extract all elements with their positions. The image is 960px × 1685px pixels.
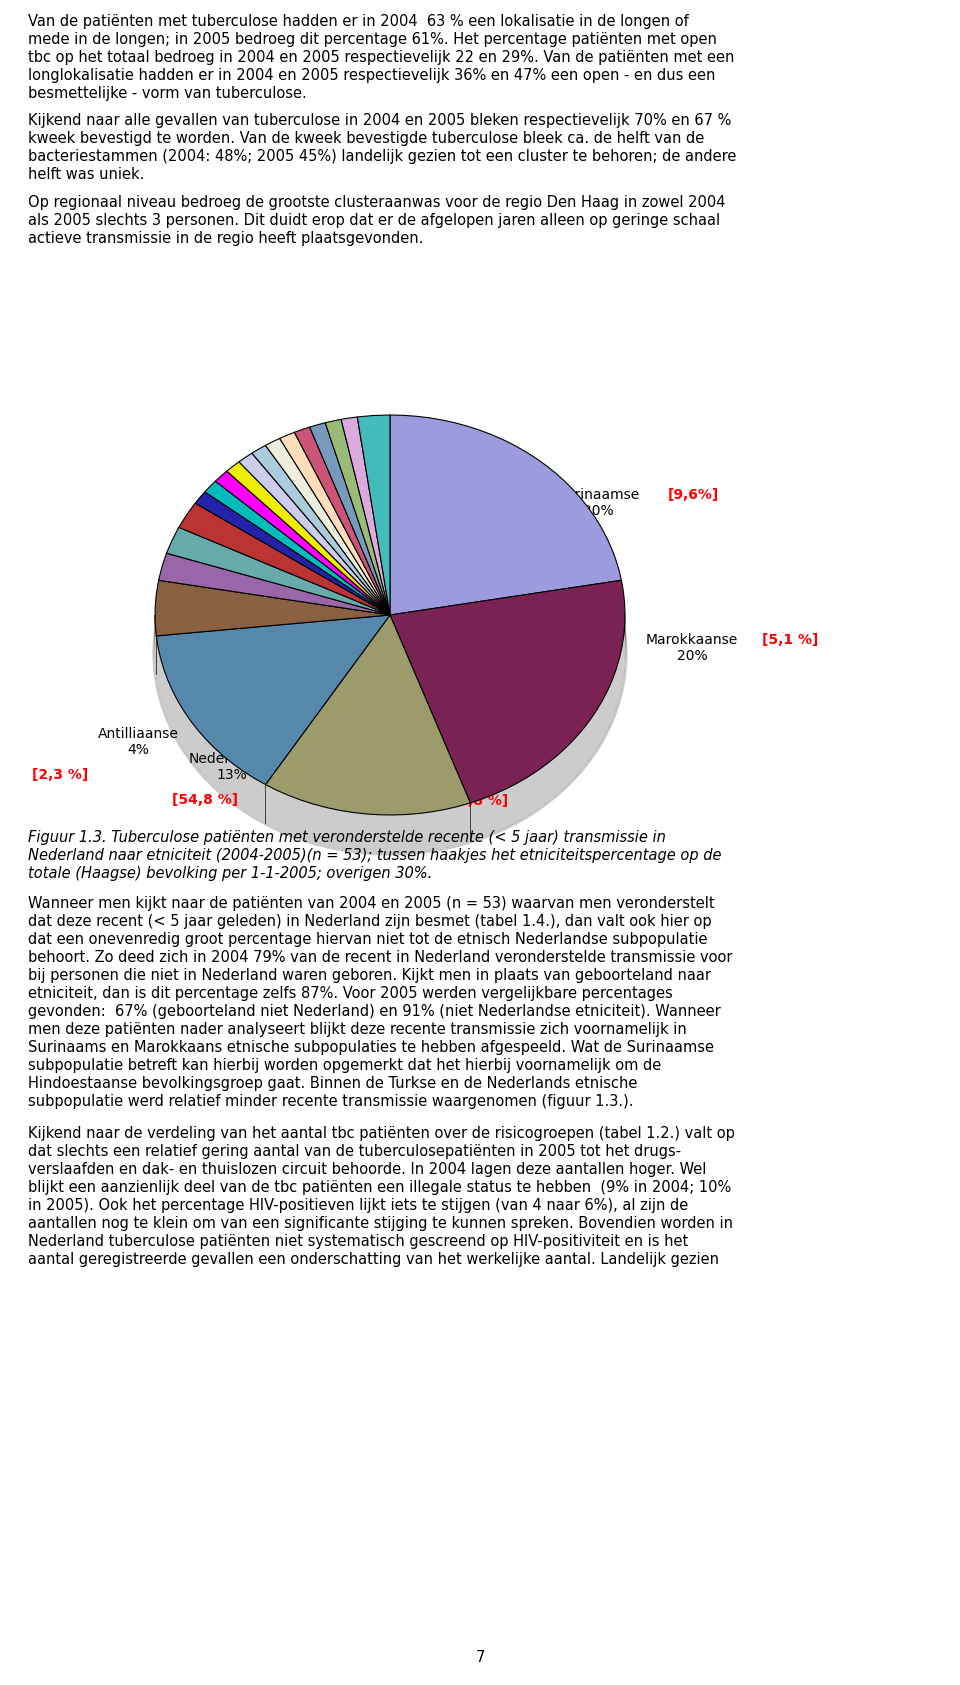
- Ellipse shape: [153, 452, 627, 854]
- Polygon shape: [195, 492, 390, 615]
- Text: [2,3 %]: [2,3 %]: [32, 768, 88, 782]
- Text: Figuur 1.3. Tuberculose patiënten met veronderstelde recente (< 5 jaar) transmis: Figuur 1.3. Tuberculose patiënten met ve…: [28, 831, 722, 881]
- Text: Marokkaanse
20%: Marokkaanse 20%: [646, 634, 738, 664]
- Polygon shape: [204, 482, 390, 615]
- Text: Turkse
13%: Turkse 13%: [408, 770, 452, 800]
- Polygon shape: [252, 445, 390, 615]
- Text: Antilliaanse
4%: Antilliaanse 4%: [98, 726, 179, 757]
- Polygon shape: [295, 426, 390, 615]
- Text: [6,8 %]: [6,8 %]: [452, 794, 508, 809]
- Polygon shape: [156, 635, 266, 822]
- Text: Kijkend naar alle gevallen van tuberculose in 2004 en 2005 bleken respectievelij: Kijkend naar alle gevallen van tuberculo…: [28, 113, 736, 182]
- Polygon shape: [390, 415, 621, 615]
- Text: [54,8 %]: [54,8 %]: [172, 794, 238, 807]
- Polygon shape: [470, 615, 625, 841]
- Polygon shape: [279, 433, 390, 615]
- Polygon shape: [179, 504, 390, 615]
- Text: Van de patiënten met tuberculose hadden er in 2004  63 % een lokalisatie in de l: Van de patiënten met tuberculose hadden …: [28, 13, 734, 101]
- Polygon shape: [156, 580, 390, 635]
- Polygon shape: [156, 615, 390, 785]
- Polygon shape: [166, 527, 390, 615]
- Text: Op regionaal niveau bedroeg de grootste clusteraanwas voor de regio Den Haag in : Op regionaal niveau bedroeg de grootste …: [28, 194, 726, 246]
- Polygon shape: [266, 615, 470, 816]
- Polygon shape: [266, 785, 470, 853]
- Text: Wanneer men kijkt naar de patiënten van 2004 en 2005 (n = 53) waarvan men verond: Wanneer men kijkt naar de patiënten van …: [28, 895, 732, 1109]
- Polygon shape: [158, 553, 390, 615]
- Polygon shape: [341, 416, 390, 615]
- Polygon shape: [325, 420, 390, 615]
- Polygon shape: [310, 423, 390, 615]
- Polygon shape: [227, 462, 390, 615]
- Ellipse shape: [155, 453, 625, 853]
- Polygon shape: [266, 438, 390, 615]
- Text: Kijkend naar de verdeling van het aantal tbc patiënten over de risicogroepen (ta: Kijkend naar de verdeling van het aantal…: [28, 1126, 734, 1267]
- Polygon shape: [155, 615, 156, 674]
- Text: [9,6%]: [9,6%]: [668, 489, 719, 502]
- Polygon shape: [239, 453, 390, 615]
- Text: Nederlandse
13%: Nederlandse 13%: [188, 752, 276, 782]
- Polygon shape: [357, 415, 390, 615]
- Polygon shape: [215, 472, 390, 615]
- Text: [5,1 %]: [5,1 %]: [762, 634, 818, 647]
- Text: Surinaamse
20%: Surinaamse 20%: [557, 489, 639, 519]
- Text: 7: 7: [475, 1650, 485, 1665]
- Polygon shape: [390, 580, 625, 804]
